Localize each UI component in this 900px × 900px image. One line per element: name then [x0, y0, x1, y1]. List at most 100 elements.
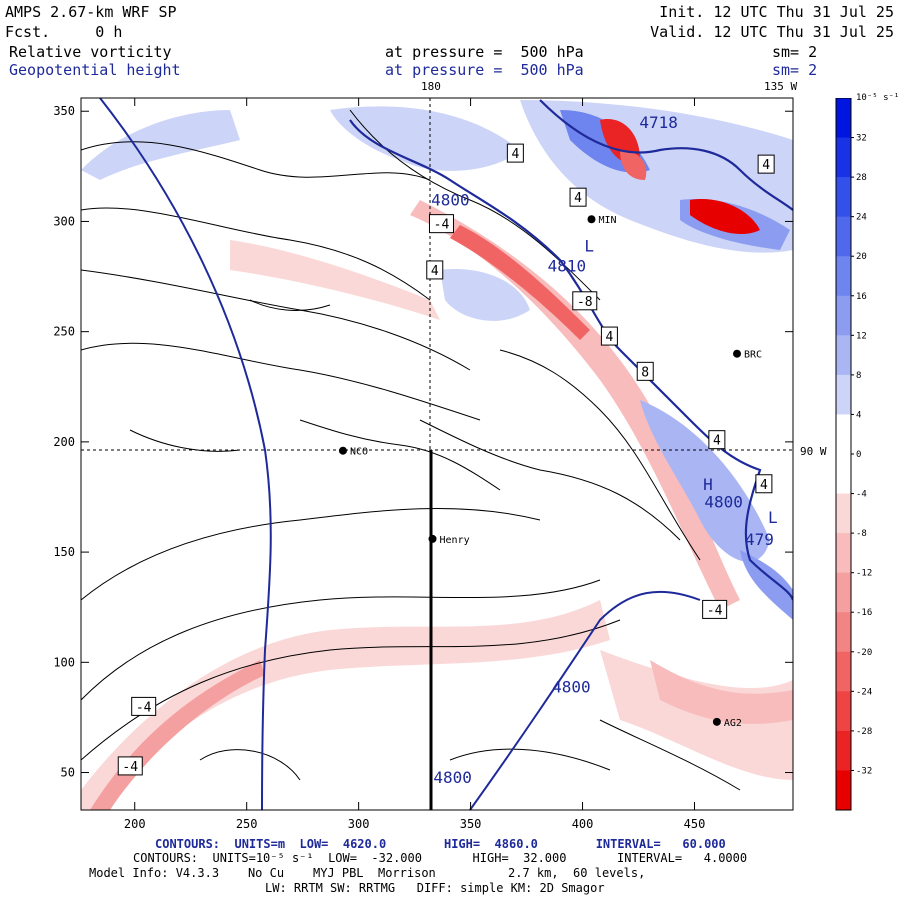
- model-title: AMPS 2.67-km WRF SP: [5, 3, 177, 21]
- colorbar-label: -12: [856, 569, 872, 579]
- colorbar-label: -8: [856, 529, 867, 539]
- contour-label-text: 8: [641, 365, 649, 380]
- valid-time: Valid. 12 UTC Thu 31 Jul 25: [650, 23, 894, 41]
- contour-label-box: [117, 756, 143, 776]
- positive-vorticity-patch-3: [440, 269, 530, 321]
- contour-label: 4: [757, 154, 775, 174]
- colorbar-swatch: [836, 533, 851, 574]
- contour-label-text: 4: [431, 264, 439, 279]
- footer-vorticity-contours: CONTOURS: UNITS=10⁻⁵ s⁻¹ LOW= -32.000 HI…: [133, 851, 748, 865]
- contour-label: 4: [755, 474, 773, 494]
- contour-label-box: [569, 187, 587, 207]
- x-tick-label: 250: [236, 817, 258, 831]
- colorbar-swatch: [836, 454, 851, 495]
- colorbar-label: -4: [856, 490, 867, 500]
- contour-label-text: -4: [136, 700, 152, 715]
- contour-label: -4: [131, 696, 157, 716]
- contour-label-text: 4: [760, 478, 768, 493]
- field1-name: Relative vorticity: [9, 43, 172, 61]
- contour-label-box: [428, 214, 454, 234]
- colorbar-swatch: [836, 256, 851, 297]
- contour-label: 8: [636, 361, 654, 381]
- y-tick-label: 50: [61, 766, 75, 780]
- height-label: 4810: [548, 257, 587, 276]
- stations: NCO Henry BRC AG2 MIN: [338, 215, 762, 729]
- height-label: 479: [745, 530, 774, 549]
- colorbar-swatch: [836, 612, 851, 653]
- contour-label: 4: [600, 326, 618, 346]
- colorbar-swatch: [836, 177, 851, 218]
- contour-label-box: [708, 430, 726, 450]
- colorbar-unit: 10⁻⁵ s⁻¹: [856, 93, 900, 103]
- negative-vorticity-ridge: [230, 240, 440, 320]
- colorbar-label: 0: [856, 450, 861, 460]
- x-tick-label: 450: [684, 817, 706, 831]
- station-ag2: AG2: [712, 717, 742, 729]
- init-time: Init. 12 UTC Thu 31 Jul 25: [659, 3, 894, 21]
- contour-label-box: [506, 143, 524, 163]
- y-axis-ticks: 350 300 250 200 150 100 50: [53, 104, 793, 780]
- contour-label: -4: [117, 756, 143, 776]
- station-label: NCO: [350, 447, 368, 458]
- colorbar-swatch: [836, 216, 851, 257]
- station-dot: [587, 215, 596, 224]
- contour-label-text: -4: [434, 218, 450, 233]
- colorbar-swatch: [836, 691, 851, 732]
- footer-height-contours: CONTOURS: UNITS=m LOW= 4620.0 HIGH= 4860…: [155, 837, 726, 851]
- contour-label-text: -8: [577, 295, 593, 310]
- contour-label: 4: [569, 187, 587, 207]
- contour-labels: 4 4 4 -4 -8 4 8 4 4 4 -4 -4 -4: [117, 143, 775, 776]
- contour-label-box: [757, 154, 775, 174]
- contour-label-box: [636, 361, 654, 381]
- colorbar-swatch: [836, 137, 851, 178]
- colorbar-label: -28: [856, 727, 872, 737]
- contour-label-text: 4: [762, 158, 770, 173]
- station-dot: [733, 349, 742, 358]
- plot-frame: [80, 97, 794, 811]
- station-dot: [712, 717, 721, 726]
- colorbar-label: -20: [856, 648, 872, 658]
- strong-negative-vorticity-3: [620, 150, 647, 180]
- positive-vorticity-patch-4: [640, 400, 770, 562]
- contour-label-box: [426, 260, 444, 280]
- colorbar-label: 8: [856, 371, 861, 381]
- strong-negative-vorticity-2: [690, 199, 760, 235]
- contour-label-text: 4: [605, 330, 613, 345]
- colorbar-swatch: [836, 335, 851, 376]
- colorbar-swatch: [836, 414, 851, 455]
- colorbar-label: 12: [856, 331, 867, 341]
- height-contour-4800-south: [469, 590, 701, 810]
- contour-label: 4: [426, 260, 444, 280]
- colorbar-swatch: [836, 651, 851, 692]
- field2-name: Geopotential height: [9, 61, 181, 79]
- x-axis-ticks: 200 250 300 350 400 450: [124, 98, 705, 831]
- footer-model-info: Model Info: V4.3.3 No Cu MYJ PBL Morriso…: [89, 866, 646, 880]
- contour-label-box: [755, 474, 773, 494]
- colorbar-swatch: [836, 730, 851, 771]
- station-nco: NCO: [338, 446, 368, 458]
- contour-label-box: [600, 326, 618, 346]
- colorbar-label: 32: [856, 134, 867, 144]
- x-tick-label: 300: [348, 817, 370, 831]
- field2-level: at pressure = 500 hPa: [385, 61, 584, 79]
- contour-label-box: [572, 291, 598, 311]
- height-label: 4800: [552, 678, 591, 697]
- height-label: 4800: [433, 768, 472, 787]
- colorbar-label: 24: [856, 213, 867, 223]
- negative-vorticity-band-lower-inner: [650, 660, 793, 724]
- station-min: MIN: [587, 215, 617, 226]
- contour-label: 4: [708, 430, 726, 450]
- station-dot: [428, 534, 437, 543]
- contour-label-text: -4: [122, 760, 138, 775]
- colorbar-swatch: [836, 493, 851, 534]
- colorbar-label: -16: [856, 608, 872, 618]
- footer-physics-info: LW: RRTM SW: RRTMG DIFF: simple KM: 2D S…: [265, 881, 605, 895]
- station-label: AG2: [724, 718, 742, 729]
- colorbar-label: 20: [856, 252, 867, 262]
- lon-label-90w: 90 W: [800, 445, 827, 458]
- y-tick-label: 200: [53, 435, 75, 449]
- negative-vorticity-coastal-band: [410, 200, 740, 610]
- contour-label-box: [131, 696, 157, 716]
